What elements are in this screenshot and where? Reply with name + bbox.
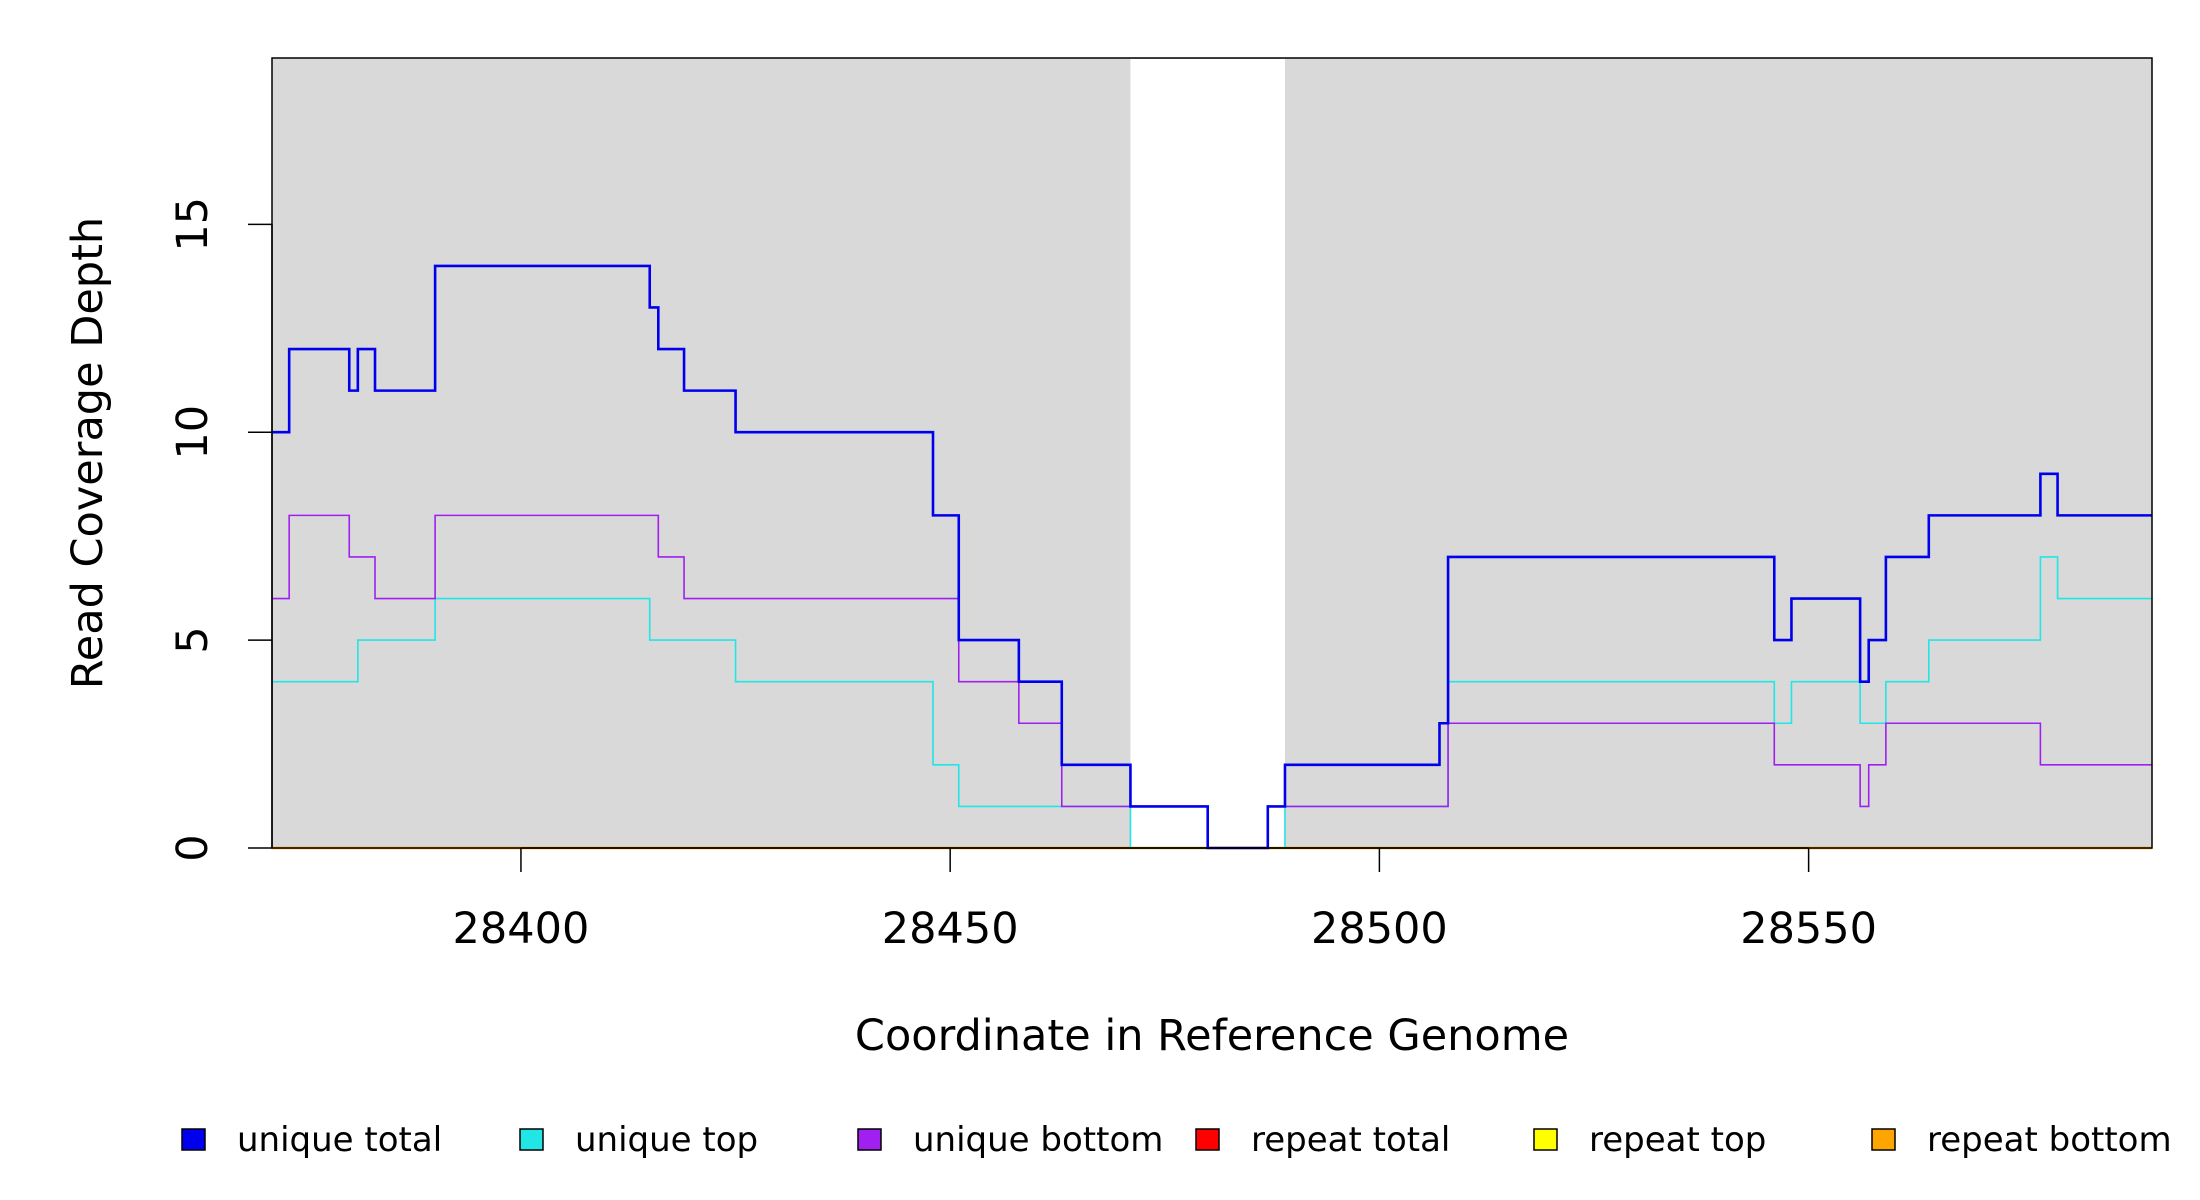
legend-swatch xyxy=(519,1128,544,1151)
legend-item-repeat-top: repeat top xyxy=(1533,1120,1766,1160)
legend-label: unique top xyxy=(575,1120,758,1160)
x-tick-label: 28550 xyxy=(1740,904,1877,954)
legend-label: unique total xyxy=(237,1120,442,1160)
legend-swatch xyxy=(1871,1128,1896,1151)
legend-item-unique-bottom: unique bottom xyxy=(857,1120,1163,1160)
legend-swatch xyxy=(857,1128,882,1151)
y-tick-label: 0 xyxy=(168,834,218,861)
legend-item-unique-total: unique total xyxy=(181,1120,442,1160)
legend-label: repeat total xyxy=(1251,1120,1450,1160)
legend-item-repeat-bottom: repeat bottom xyxy=(1871,1120,2172,1160)
x-tick-label: 28450 xyxy=(882,904,1019,954)
y-tick-label: 10 xyxy=(168,405,218,460)
legend-swatch xyxy=(181,1128,206,1151)
legend-label: unique bottom xyxy=(913,1120,1163,1160)
x-axis: 28400 28450 28500 28550 xyxy=(453,847,1877,954)
legend-swatch xyxy=(1533,1128,1558,1151)
legend: unique total unique top unique bottom repea… xyxy=(181,1120,2172,1160)
y-tick-label: 5 xyxy=(168,626,218,653)
y-axis-label: Read Coverage Depth xyxy=(63,217,113,689)
x-tick-label: 28400 xyxy=(453,904,590,954)
legend-swatch xyxy=(1195,1128,1220,1151)
highlight-region-0 xyxy=(1130,59,1285,847)
series-line-unique-bottom xyxy=(272,514,2152,849)
y-tick-label: 15 xyxy=(168,197,218,252)
x-axis-label: Coordinate in Reference Genome xyxy=(855,1011,1569,1061)
highlight-regions xyxy=(1130,59,1285,847)
legend-item-unique-top: unique top xyxy=(519,1120,758,1160)
legend-label: repeat bottom xyxy=(1927,1120,2172,1160)
series-line-unique-total xyxy=(272,264,2152,850)
legend-label: repeat top xyxy=(1589,1120,1766,1160)
x-tick-label: 28500 xyxy=(1311,904,1448,954)
legend-item-repeat-total: repeat total xyxy=(1195,1120,1450,1160)
y-axis: 0 5 10 15 xyxy=(168,197,273,862)
